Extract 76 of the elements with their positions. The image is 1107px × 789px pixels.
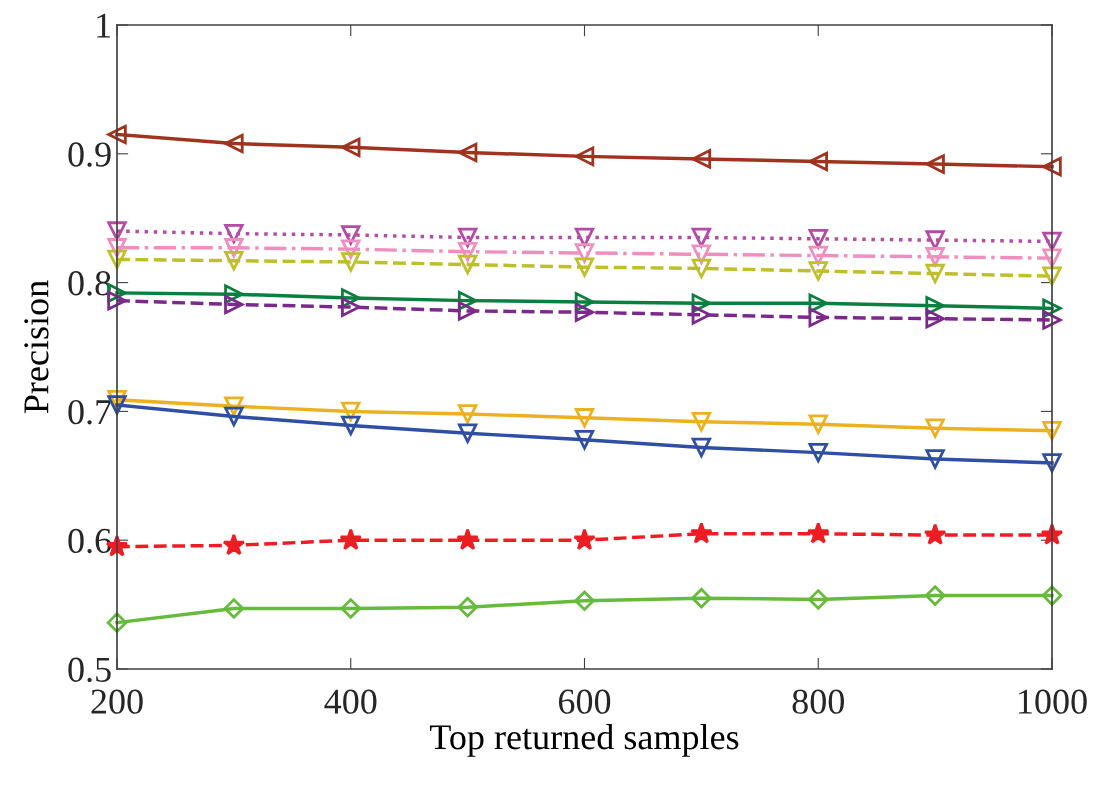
point (106, 612, 128, 633)
point (691, 244, 712, 264)
point (808, 151, 828, 172)
point (457, 404, 478, 424)
point (1042, 310, 1062, 330)
point (223, 250, 245, 273)
point (339, 528, 363, 551)
point (925, 308, 945, 329)
point (1042, 453, 1062, 473)
point (574, 590, 595, 611)
point (691, 437, 712, 458)
point (808, 229, 828, 249)
point (457, 254, 478, 275)
point (925, 230, 945, 250)
point (107, 238, 127, 258)
x-tick-label: 200 (91, 689, 143, 714)
point (923, 523, 947, 545)
point (456, 528, 479, 551)
point (223, 598, 245, 619)
point (925, 449, 945, 469)
point (341, 252, 361, 272)
point (1042, 156, 1062, 177)
point (925, 418, 945, 438)
point (222, 533, 246, 556)
point (1042, 266, 1062, 286)
point (808, 307, 828, 328)
point (574, 302, 595, 322)
point (224, 133, 244, 154)
point (1042, 421, 1062, 441)
point (925, 263, 945, 284)
point (224, 294, 244, 315)
point (691, 227, 712, 248)
point (925, 247, 945, 267)
point (457, 423, 478, 444)
point (806, 521, 830, 544)
x-tick-label: 600 (558, 689, 611, 714)
point (341, 297, 361, 317)
y-tick-label: 0.5 (68, 657, 111, 683)
point (1042, 248, 1062, 268)
point (1040, 523, 1064, 545)
point (341, 137, 361, 158)
point (573, 528, 596, 551)
point (574, 257, 595, 277)
point (808, 442, 828, 463)
point (341, 415, 361, 436)
point (691, 587, 712, 609)
point (457, 142, 478, 163)
y-tick-label: 0.6 (68, 528, 112, 554)
point (574, 146, 595, 167)
point (457, 596, 478, 618)
point (691, 149, 712, 169)
x-tick-label: 400 (324, 689, 377, 714)
point (340, 598, 361, 619)
point (924, 585, 946, 606)
point (1041, 585, 1063, 606)
y-axis-title: Precision (24, 280, 49, 414)
point (107, 249, 127, 270)
point (808, 261, 828, 281)
x-tick-label: 1000 (1019, 689, 1087, 714)
y-tick-label: 0.9 (68, 142, 111, 167)
y-tick-label: 1 (97, 13, 110, 38)
x-axis-title: Top returned samples (429, 723, 739, 757)
y-tick-label: 0.7 (68, 399, 112, 425)
point (574, 430, 595, 452)
point (107, 221, 127, 241)
point (691, 305, 712, 325)
point (224, 406, 244, 427)
point (690, 521, 713, 544)
point (457, 301, 478, 321)
point (691, 258, 712, 279)
x-tick-label: 800 (792, 689, 844, 714)
point (808, 414, 828, 434)
point (690, 411, 712, 434)
point (808, 589, 829, 610)
point (925, 154, 945, 174)
point (574, 408, 595, 428)
